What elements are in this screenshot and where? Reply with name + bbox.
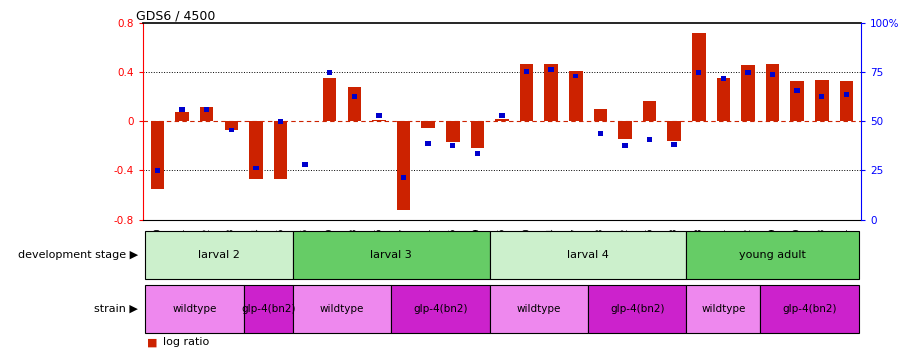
Bar xyxy=(278,119,284,124)
Text: ■: ■ xyxy=(147,337,157,347)
Text: wildtype: wildtype xyxy=(517,304,561,314)
Bar xyxy=(548,67,554,72)
Bar xyxy=(372,120,386,121)
Bar xyxy=(745,70,751,75)
Bar xyxy=(647,137,652,142)
Text: wildtype: wildtype xyxy=(701,304,746,314)
Bar xyxy=(347,87,361,121)
Bar xyxy=(293,231,490,279)
Bar xyxy=(618,121,632,139)
Text: larval 4: larval 4 xyxy=(567,250,609,260)
Text: development stage ▶: development stage ▶ xyxy=(18,250,138,260)
Bar xyxy=(471,121,484,149)
Bar xyxy=(819,94,824,99)
Text: larval 2: larval 2 xyxy=(198,250,240,260)
Text: GDS6 / 4500: GDS6 / 4500 xyxy=(135,9,215,22)
Bar xyxy=(671,142,677,147)
Bar xyxy=(302,162,308,167)
Bar xyxy=(323,79,336,121)
Bar xyxy=(524,69,530,74)
Bar xyxy=(253,166,259,171)
Bar xyxy=(422,121,435,127)
Bar xyxy=(519,64,533,121)
Bar xyxy=(146,231,293,279)
Bar xyxy=(643,101,657,121)
Bar xyxy=(760,285,858,333)
Bar xyxy=(175,111,189,121)
Bar xyxy=(401,175,406,180)
Bar xyxy=(840,81,853,121)
Bar xyxy=(544,64,558,121)
Text: glp-4(bn2): glp-4(bn2) xyxy=(610,304,665,314)
Bar xyxy=(250,121,262,179)
Text: log ratio: log ratio xyxy=(163,337,209,347)
Bar xyxy=(474,151,480,156)
Bar xyxy=(228,127,234,132)
Bar xyxy=(446,121,460,142)
Bar xyxy=(573,74,578,79)
Bar xyxy=(790,81,804,121)
Bar xyxy=(692,33,705,121)
Bar xyxy=(352,94,357,99)
Text: glp-4(bn2): glp-4(bn2) xyxy=(782,304,836,314)
Bar xyxy=(391,285,490,333)
Bar xyxy=(795,88,799,93)
Text: larval 3: larval 3 xyxy=(370,250,412,260)
Bar xyxy=(155,168,160,173)
Bar xyxy=(151,121,164,189)
Bar xyxy=(146,285,244,333)
Bar xyxy=(274,121,287,179)
Bar xyxy=(499,113,505,118)
Bar xyxy=(327,70,332,75)
Bar xyxy=(293,285,391,333)
Bar xyxy=(490,231,686,279)
Bar xyxy=(450,144,456,149)
Bar xyxy=(397,121,410,210)
Bar xyxy=(180,107,185,111)
Bar xyxy=(495,119,508,121)
Bar xyxy=(588,285,686,333)
Bar xyxy=(376,113,381,118)
Text: strain ▶: strain ▶ xyxy=(94,304,138,314)
Bar xyxy=(598,131,603,136)
Bar xyxy=(686,285,760,333)
Bar xyxy=(668,121,681,141)
Bar xyxy=(426,141,431,146)
Bar xyxy=(696,70,702,75)
Bar xyxy=(204,107,209,111)
Bar xyxy=(244,285,293,333)
Bar xyxy=(686,231,858,279)
Text: young adult: young adult xyxy=(740,250,806,260)
Bar xyxy=(225,121,239,130)
Text: glp-4(bn2): glp-4(bn2) xyxy=(414,304,468,314)
Text: glp-4(bn2): glp-4(bn2) xyxy=(241,304,296,314)
Bar xyxy=(844,92,849,97)
Bar xyxy=(623,144,628,149)
Bar xyxy=(200,107,214,121)
Text: wildtype: wildtype xyxy=(172,304,216,314)
Bar xyxy=(569,71,582,121)
Bar xyxy=(490,285,588,333)
Bar xyxy=(594,109,607,121)
Bar xyxy=(770,72,775,77)
Bar xyxy=(741,65,754,121)
Bar xyxy=(717,79,730,121)
Text: wildtype: wildtype xyxy=(320,304,364,314)
Bar xyxy=(765,64,779,121)
Bar xyxy=(720,76,726,81)
Bar xyxy=(815,80,829,121)
